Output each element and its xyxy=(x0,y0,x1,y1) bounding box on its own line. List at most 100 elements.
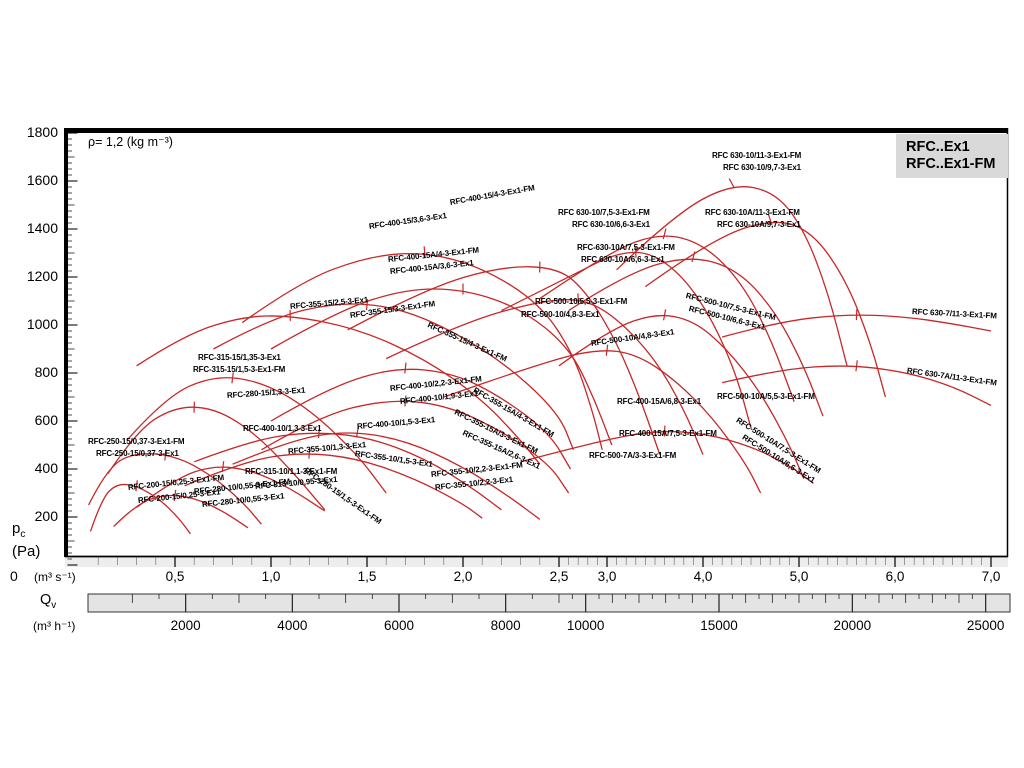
flow-axis-title: Qv xyxy=(40,592,57,611)
air-density-note: ρ= 1,2 (kg m⁻³) xyxy=(88,135,173,149)
flow-s-tick-label: 0,5 xyxy=(165,569,185,584)
duty-point-tick-RFC-500-10A xyxy=(605,344,609,356)
flow-s-tick-label: 1,0 xyxy=(261,569,281,584)
legend-line-ex1: RFC..Ex1 xyxy=(906,139,970,155)
curve-label: RFC-400-15A/6,8-3-Ex1 xyxy=(617,397,701,406)
fan-curve-RFC-500-10 xyxy=(385,299,704,455)
curve-label: RFC-500-10/4,8-3-Ex1 xyxy=(521,310,600,319)
curve-label: RFC-315-15/1,5-3-Ex1-FM xyxy=(193,365,286,374)
duty-point-tick-RFC-500-10A-hi xyxy=(662,309,667,321)
duty-point-tick-RFC-630-10-lo xyxy=(662,228,667,240)
fan-curve-RFC-200-15 xyxy=(89,483,191,535)
fan-curve-RFC-500-7A xyxy=(520,430,814,484)
flow-s-tick-label: 7,0 xyxy=(981,569,1001,584)
curve-label: RFC-500-10A/5,5-3-Ex1-FM xyxy=(717,392,815,401)
legend-box: RFC..Ex1 RFC..Ex1-FM xyxy=(896,134,1008,178)
fan-curve-RFC-630-10A-lo xyxy=(568,258,824,417)
fan-curve-RFC-250-15 xyxy=(88,453,262,525)
pressure-unit: (Pa) xyxy=(12,543,41,560)
curve-label: RFC 630-10/11-3-Ex1-FM xyxy=(712,151,802,160)
pressure-tick-label: 600 xyxy=(34,412,58,428)
fan-curve-RFC-630-10-hi xyxy=(616,186,848,366)
flow-unit-s-label: (m³ s⁻¹) xyxy=(34,570,76,584)
curve-label: RFC-500-10/5,5-3-Ex1-FM xyxy=(535,297,628,306)
duty-point-tick-RFC-400-10-lo xyxy=(317,427,321,439)
fan-curve-RFC-355-10-hi xyxy=(232,432,541,520)
curve-label: RFC-315-10/1,1-3-Ex1-FM xyxy=(245,467,338,476)
curve-label: RFC-630-10A/7,5-3-Ex1-FM xyxy=(577,243,675,252)
pressure-tick-label: 1400 xyxy=(26,220,58,236)
fan-curve-RFC-355-15A xyxy=(270,368,572,470)
flow-h-tick-label: 15000 xyxy=(700,618,738,633)
fan-curve-RFC-400-10-hi xyxy=(261,400,570,494)
duty-point-tick-RFC-630-10-hi xyxy=(728,178,735,189)
curve-label: RFC 630-10A/11-3-Ex1-FM xyxy=(705,208,800,217)
flow-axis-h-labels: 2000 4000 6000 8000 10000 15000 20000 25000 xyxy=(0,618,1024,634)
flow-h-tick-label: 2000 xyxy=(170,618,201,633)
plot-background xyxy=(65,128,1008,557)
curve-label: RFC-400-15A/7,5-3-Ex1-FM xyxy=(619,429,717,438)
fan-curve-RFC-400-10-lo xyxy=(193,432,502,511)
curve-label: RFC-250-15/0,37-3-Ex1 xyxy=(96,449,179,458)
flow-h-tick-label: 4000 xyxy=(277,618,308,633)
flow-axis-s-labels: 0,5 1,0 1,5 2,0 2,5 3,0 4,0 5,0 6,0 7,0 xyxy=(0,569,1024,585)
flow-h-tick-label: 6000 xyxy=(383,618,415,633)
flow-scale-ruler xyxy=(87,593,1011,613)
fan-curve-RFC-630-10-lo xyxy=(539,235,795,403)
duty-point-tick-RFC-355-15A xyxy=(404,362,407,374)
curve-label: RFC 630-10/6,6-3-Ex1 xyxy=(572,220,650,229)
pressure-tick-label: 1800 xyxy=(26,124,58,140)
flow-s-tick-label: 4,0 xyxy=(693,569,713,584)
flow-h-tick-label: 8000 xyxy=(490,618,521,633)
duty-point-tick-RFC-200-15 xyxy=(135,480,138,492)
flow-s-tick-label: 6,0 xyxy=(885,569,905,584)
duty-point-tick-RFC-355-10-lo xyxy=(308,447,311,459)
fan-curve-RFC-500-10A-hi xyxy=(558,314,805,479)
pressure-tick-label: 1000 xyxy=(26,316,58,332)
fan-curve-RFC-315-15 xyxy=(126,377,387,494)
duty-point-tick-RFC-280-10 xyxy=(173,489,177,501)
pressure-tick-label: 1600 xyxy=(26,172,58,188)
curve-label: RFC-315-15/1,35-3-Ex1 xyxy=(198,353,281,362)
duty-point-tick-RFC-355-10-hi xyxy=(355,426,359,438)
fan-curve-RFC-355-15 xyxy=(136,315,541,465)
pressure-tick-label: 400 xyxy=(34,460,58,476)
flow-s-tick-label: 2,5 xyxy=(549,569,569,584)
pressure-tick-label: 1200 xyxy=(26,268,58,284)
plot-frame xyxy=(64,128,1009,558)
curve-label: RFC 630-10A/9,7-3-Ex1 xyxy=(717,220,801,229)
fan-curve-RFC-400-15A-hi xyxy=(347,266,661,455)
curve-label: RFC 630-10A/6,6-3-Ex1 xyxy=(581,255,665,264)
duty-point-tick-RFC-500-7A xyxy=(663,425,666,437)
flow-s-tick-label: 3,0 xyxy=(597,569,617,584)
pressure-axis-title: pc (Pa) xyxy=(12,520,40,560)
axis-tick-marks xyxy=(67,132,992,567)
curve-label: RFC-400-10/1,3-3-Ex1 xyxy=(243,424,322,433)
legend-line-ex1-fm: RFC..Ex1-FM xyxy=(906,156,996,172)
fan-curve-RFC-400-15 xyxy=(241,252,603,450)
flow-h-tick-label: 20000 xyxy=(833,618,872,633)
fan-curve-RFC-630-7A xyxy=(722,365,992,406)
flow-s-tick-label: 1,5 xyxy=(357,569,377,584)
pressure-symbol: pc xyxy=(12,520,26,540)
x-axis-minor-band xyxy=(65,557,1008,567)
fan-curve-RFC-400-15A xyxy=(270,288,613,446)
duty-point-tick-RFC-500-10 xyxy=(577,293,580,305)
duty-point-tick-RFC-630-10A-hi xyxy=(767,214,773,226)
curve-label: RFC 630-10/7,5-3-Ex1-FM xyxy=(558,208,650,217)
duty-point-tick-RFC-630-7A xyxy=(855,360,858,372)
flow-scale-ruler-ticks xyxy=(131,594,987,612)
fan-curve-RFC-630-10A-hi xyxy=(645,221,887,398)
fan-curve-RFC-630-7 xyxy=(722,314,992,338)
duty-point-tick-RFC-315-15 xyxy=(231,372,234,384)
curve-label: RFC 630-10/9,7-3-Ex1 xyxy=(723,163,801,172)
duty-point-tick-RFC-400-10-hi xyxy=(404,395,407,407)
fan-curve-RFC-355-10-lo xyxy=(184,453,483,519)
duty-point-tick-RFC-315-10 xyxy=(221,461,225,473)
flow-unit-h-label: (m³ h⁻¹) xyxy=(33,619,76,633)
flow-h-tick-label: 25000 xyxy=(966,618,1005,633)
flow-s-tick-label: 2,0 xyxy=(453,569,473,584)
plot-border-top xyxy=(64,128,1008,133)
